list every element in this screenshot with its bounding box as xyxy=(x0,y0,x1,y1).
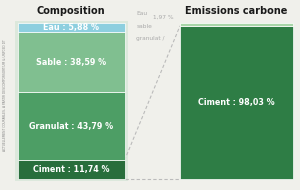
Bar xyxy=(18,23,124,32)
Text: sable: sable xyxy=(136,24,152,29)
Text: Emissions carbone: Emissions carbone xyxy=(185,6,287,16)
Bar xyxy=(18,160,124,179)
Text: granulat /: granulat / xyxy=(136,36,165,41)
Bar xyxy=(18,92,124,160)
Text: Eau : 5,88 %: Eau : 5,88 % xyxy=(43,23,99,32)
Text: Ciment : 98,03 %: Ciment : 98,03 % xyxy=(198,98,274,107)
Bar xyxy=(180,26,292,179)
Text: Eau: Eau xyxy=(136,11,148,16)
Bar xyxy=(18,32,124,92)
Text: Sable : 38,59 %: Sable : 38,59 % xyxy=(36,58,106,66)
Text: Granulat : 43,79 %: Granulat : 43,79 % xyxy=(29,122,113,131)
Bar xyxy=(180,23,292,26)
Text: 1,97 %: 1,97 % xyxy=(153,15,174,20)
Text: ACTUELLEMENT COURABLES, A PARTIR DESCOMPORSORTIUM & UNPCED DT: ACTUELLEMENT COURABLES, A PARTIR DESCOMP… xyxy=(3,39,8,151)
Bar xyxy=(15,21,128,180)
Text: Ciment : 11,74 %: Ciment : 11,74 % xyxy=(33,165,110,174)
Text: Composition: Composition xyxy=(37,6,106,16)
